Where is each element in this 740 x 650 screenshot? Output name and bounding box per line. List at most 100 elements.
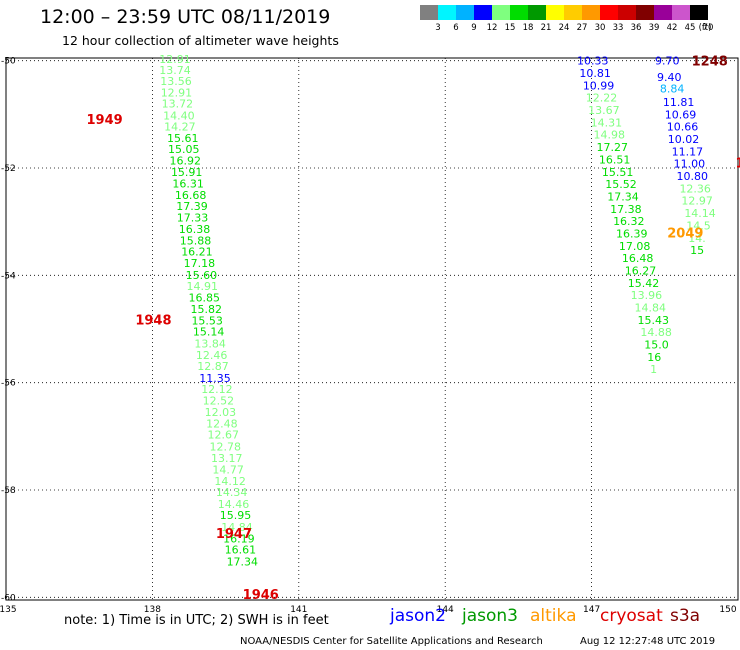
- pass-time-label: 2049: [667, 226, 703, 241]
- color-scale-unit: (ft): [698, 23, 712, 33]
- wave-height-value: 16.51: [599, 153, 631, 166]
- color-scale-swatch: [654, 5, 672, 20]
- wave-height-value: 14.31: [591, 116, 623, 129]
- color-scale-swatch: [510, 5, 528, 20]
- wave-height-value: 14.40: [163, 109, 195, 122]
- color-scale-label: 70: [702, 23, 714, 33]
- wave-height-value: 15.53: [191, 314, 223, 327]
- latitude-tick-label: -56: [1, 379, 16, 389]
- wave-height-value: 10.69: [665, 108, 697, 121]
- wave-height-value: 14.5: [686, 219, 711, 232]
- wave-height-value: 17.18: [184, 257, 216, 270]
- color-scale-swatch: [420, 5, 438, 20]
- wave-height-value: 16.31: [172, 178, 204, 191]
- wave-height-value: 10.81: [579, 67, 611, 80]
- wave-height-value: 16: [647, 351, 661, 364]
- wave-height-value: 10.99: [583, 79, 615, 92]
- wave-height-value: 9.70: [655, 55, 680, 68]
- wave-height-value: 12.91: [161, 86, 193, 99]
- wave-height-value: 15: [690, 244, 704, 257]
- map-subtitle: 12 hour collection of altimeter wave hei…: [62, 33, 339, 48]
- wave-height-value: 14.84: [221, 521, 253, 534]
- color-scale-label: 18: [522, 23, 534, 33]
- longitude-tick-label: 147: [583, 605, 600, 615]
- latitude-tick-label: -50: [1, 57, 16, 67]
- wave-height-value: 17.34: [227, 555, 258, 568]
- longitude-tick-label: 135: [0, 605, 17, 615]
- latitude-tick-label: -54: [1, 271, 16, 281]
- color-scale-swatch: [582, 5, 600, 20]
- wave-height-value: 14.84: [635, 302, 667, 315]
- satellite-legend-item: jason3: [462, 606, 518, 626]
- map-title: 12:00 – 23:59 UTC 08/11/2019: [40, 6, 331, 28]
- satellite-legend-item: s3a: [670, 606, 701, 626]
- wave-height-value: 12.87: [197, 360, 229, 373]
- wave-height-value: 14.: [688, 232, 706, 245]
- wave-height-value: 12.12: [201, 383, 233, 396]
- color-scale-label: 6: [453, 23, 459, 33]
- wave-height-value: 17.33: [177, 211, 209, 224]
- wave-height-value: 15.82: [190, 303, 222, 316]
- wave-height-value: 16.68: [175, 189, 207, 202]
- latitude-tick-label: -52: [1, 164, 16, 174]
- wave-height-value: 14.77: [212, 464, 244, 477]
- satellite-legend-item: altika: [530, 606, 577, 626]
- wave-height-value: 12.36: [679, 182, 711, 195]
- wave-height-value: 17.08: [619, 240, 651, 253]
- wave-height-value: 14.12: [214, 475, 246, 488]
- wave-height-value: 14.14: [684, 207, 716, 220]
- wave-height-value: 15.52: [605, 178, 637, 191]
- wave-height-value: 12.03: [205, 406, 237, 419]
- wave-height-value: 9.40: [657, 71, 682, 84]
- pass-time-label: 1948: [135, 313, 171, 328]
- wave-height-value: 15.60: [186, 269, 218, 282]
- wave-height-value: 16.27: [625, 265, 657, 278]
- wave-height-value: 14.27: [164, 121, 196, 134]
- color-scale-label: 39: [648, 23, 660, 33]
- longitude-tick-label: 138: [144, 605, 161, 615]
- wave-height-value: 12.67: [208, 429, 240, 442]
- color-scale-label: 12: [486, 23, 498, 33]
- wave-height-value: 15.61: [167, 132, 199, 145]
- color-scale-swatch: [546, 5, 564, 20]
- wave-height-value: 17.34: [607, 190, 639, 203]
- color-scale-label: 24: [558, 23, 570, 33]
- color-scale-label: 36: [630, 23, 642, 33]
- wave-height-value: 16.32: [613, 215, 645, 228]
- wave-height-value: 14.98: [594, 129, 626, 142]
- color-scale-swatch: [474, 5, 492, 20]
- wave-height-value: 13.96: [631, 289, 663, 302]
- wave-height-value: 15.42: [628, 277, 660, 290]
- satellite-legend-item: cryosat: [600, 606, 663, 626]
- wave-height-value: 12.48: [206, 417, 238, 430]
- credit-line: NOAA/NESDIS Center for Satellite Applica…: [240, 636, 543, 647]
- longitude-tick-label: 141: [290, 605, 307, 615]
- wave-height-value: 12.97: [681, 195, 713, 208]
- color-scale-label: 30: [594, 23, 606, 33]
- wave-height-value: 15.95: [220, 509, 252, 522]
- wave-height-value: 15.91: [171, 166, 203, 179]
- wave-height-value: 16.92: [169, 154, 201, 167]
- wave-height-value: 11.81: [663, 96, 695, 109]
- pass-time-label: 1946: [243, 588, 279, 603]
- longitude-tick-label: 144: [437, 605, 454, 615]
- wave-height-value: 15.51: [602, 166, 634, 179]
- color-scale-label: 42: [666, 23, 678, 33]
- wave-height-value: 17.39: [176, 200, 208, 213]
- color-scale-label: 15: [504, 23, 516, 33]
- wave-height-value: 11.00: [674, 158, 706, 171]
- satellite-legend-item: jason2: [390, 606, 446, 626]
- wave-height-value: 14.46: [218, 498, 250, 511]
- latitude-tick-label: -58: [1, 486, 16, 496]
- wave-height-value: 13.67: [588, 104, 620, 117]
- latitude-tick-label: -60: [1, 593, 16, 603]
- color-scale-label: 45: [684, 23, 696, 33]
- pass-time-label: 1: [736, 157, 740, 172]
- color-scale-swatch: [456, 5, 474, 20]
- wave-height-value: 15.0: [644, 339, 669, 352]
- color-scale-label: 27: [576, 23, 588, 33]
- generation-timestamp: Aug 12 12:27:48 UTC 2019: [580, 636, 716, 647]
- longitude-tick-label: 150: [719, 605, 736, 615]
- color-scale-swatch: [618, 5, 636, 20]
